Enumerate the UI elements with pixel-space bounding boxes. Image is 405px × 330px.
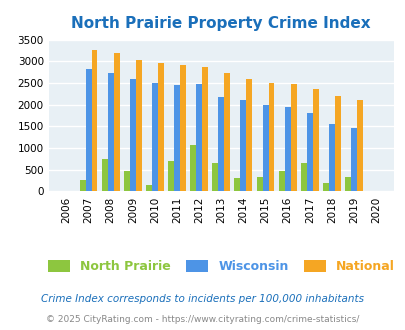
Bar xyxy=(278,171,284,191)
Bar xyxy=(350,128,356,191)
Bar xyxy=(79,180,85,191)
Bar xyxy=(135,60,141,191)
Bar xyxy=(300,163,306,191)
Bar xyxy=(145,185,151,191)
Bar xyxy=(107,73,113,191)
Bar xyxy=(218,97,224,191)
Bar xyxy=(174,85,179,191)
Bar xyxy=(196,84,202,191)
Bar xyxy=(190,146,196,191)
Bar xyxy=(151,83,158,191)
Bar xyxy=(268,83,274,191)
Bar xyxy=(284,107,290,191)
Title: North Prairie Property Crime Index: North Prairie Property Crime Index xyxy=(71,16,370,31)
Bar xyxy=(179,65,185,191)
Legend: North Prairie, Wisconsin, National: North Prairie, Wisconsin, National xyxy=(43,255,399,278)
Bar xyxy=(322,183,328,191)
Bar xyxy=(344,177,350,191)
Bar xyxy=(130,79,135,191)
Bar xyxy=(158,63,164,191)
Bar xyxy=(224,74,230,191)
Bar xyxy=(85,69,91,191)
Text: Crime Index corresponds to incidents per 100,000 inhabitants: Crime Index corresponds to incidents per… xyxy=(41,294,364,304)
Bar xyxy=(234,179,240,191)
Bar xyxy=(306,113,312,191)
Bar xyxy=(168,161,174,191)
Bar xyxy=(262,105,268,191)
Bar xyxy=(212,163,218,191)
Bar xyxy=(312,89,318,191)
Bar xyxy=(113,53,119,191)
Bar xyxy=(240,100,246,191)
Bar xyxy=(334,96,340,191)
Bar xyxy=(328,124,334,191)
Bar xyxy=(356,100,362,191)
Bar xyxy=(246,79,252,191)
Bar xyxy=(290,84,296,191)
Bar xyxy=(202,67,208,191)
Bar xyxy=(91,50,97,191)
Text: © 2025 CityRating.com - https://www.cityrating.com/crime-statistics/: © 2025 CityRating.com - https://www.city… xyxy=(46,315,359,324)
Bar xyxy=(101,159,107,191)
Bar xyxy=(256,177,262,191)
Bar xyxy=(124,172,130,191)
